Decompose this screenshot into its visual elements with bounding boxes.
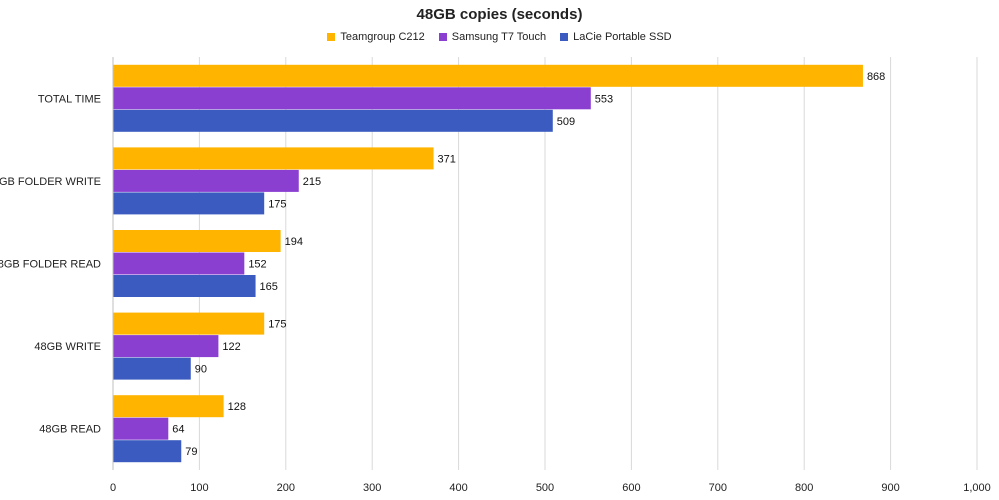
category-label-4: 48GB READ: [39, 424, 101, 436]
chart-title: 48GB copies (seconds): [416, 6, 583, 23]
legend: Teamgroup C212 Samsung T7 Touch LaCie Po…: [0, 31, 999, 43]
legend-label-samsung: Samsung T7 Touch: [451, 31, 547, 43]
legend-label-lacie: LaCie Portable SSD: [573, 31, 672, 43]
x-tick-label-9: 900: [881, 482, 899, 494]
x-tick-label-5: 500: [536, 482, 554, 494]
data-label-0-2: 509: [557, 116, 575, 128]
bar-2-1: [113, 252, 245, 275]
bar-3-0: [113, 312, 265, 335]
x-tick-label-10: 1,000: [963, 482, 991, 494]
legend-item-lacie: LaCie Portable SSD: [560, 31, 672, 43]
legend-item-samsung: Samsung T7 Touch: [438, 31, 547, 43]
bar-3-1: [113, 335, 219, 358]
category-label-3: 48GB WRITE: [34, 341, 101, 353]
bar-1-1: [113, 169, 299, 192]
data-label-2-1: 152: [248, 259, 266, 271]
data-label-1-1: 215: [303, 176, 321, 188]
bar-1-0: [113, 147, 434, 170]
data-label-4-1: 64: [172, 424, 184, 436]
bar-4-1: [113, 417, 169, 440]
legend-item-teamgroup: Teamgroup C212: [327, 31, 425, 43]
category-label-0: TOTAL TIME: [38, 93, 101, 105]
data-label-3-1: 122: [222, 341, 240, 353]
x-tick-label-6: 600: [622, 482, 640, 494]
bar-0-0: [113, 64, 863, 87]
bar-0-1: [113, 87, 591, 110]
data-label-2-0: 194: [285, 236, 303, 248]
bar-4-0: [113, 395, 224, 418]
data-label-1-0: 371: [438, 153, 456, 165]
x-tick-label-0: 0: [110, 482, 116, 494]
x-tick-label-7: 700: [709, 482, 727, 494]
x-tick-label-2: 200: [277, 482, 295, 494]
bar-2-0: [113, 230, 281, 252]
x-tick-label-3: 300: [363, 482, 381, 494]
data-label-4-0: 128: [228, 401, 246, 413]
x-tick-label-8: 800: [795, 482, 813, 494]
data-label-1-2: 175: [268, 198, 286, 210]
data-label-3-2: 90: [195, 364, 207, 376]
data-label-4-2: 79: [185, 446, 197, 458]
legend-swatch-samsung: [438, 33, 447, 41]
data-label-0-1: 553: [595, 93, 613, 105]
x-tick-label-4: 400: [449, 482, 467, 494]
bar-2-2: [113, 275, 256, 297]
x-tick-label-1: 100: [190, 482, 208, 494]
category-label-2: 48GB FOLDER READ: [0, 259, 101, 271]
bar-3-2: [113, 357, 191, 380]
bar-4-2: [113, 440, 182, 463]
category-label-1: 48GB FOLDER WRITE: [0, 176, 101, 188]
legend-label-teamgroup: Teamgroup C212: [340, 31, 425, 43]
data-label-0-0: 868: [867, 71, 885, 83]
data-label-3-0: 175: [268, 319, 286, 331]
data-label-2-2: 165: [260, 281, 278, 293]
legend-swatch-teamgroup: [327, 33, 336, 41]
bar-1-2: [113, 192, 265, 215]
legend-swatch-lacie: [560, 33, 569, 41]
bar-0-2: [113, 109, 553, 132]
